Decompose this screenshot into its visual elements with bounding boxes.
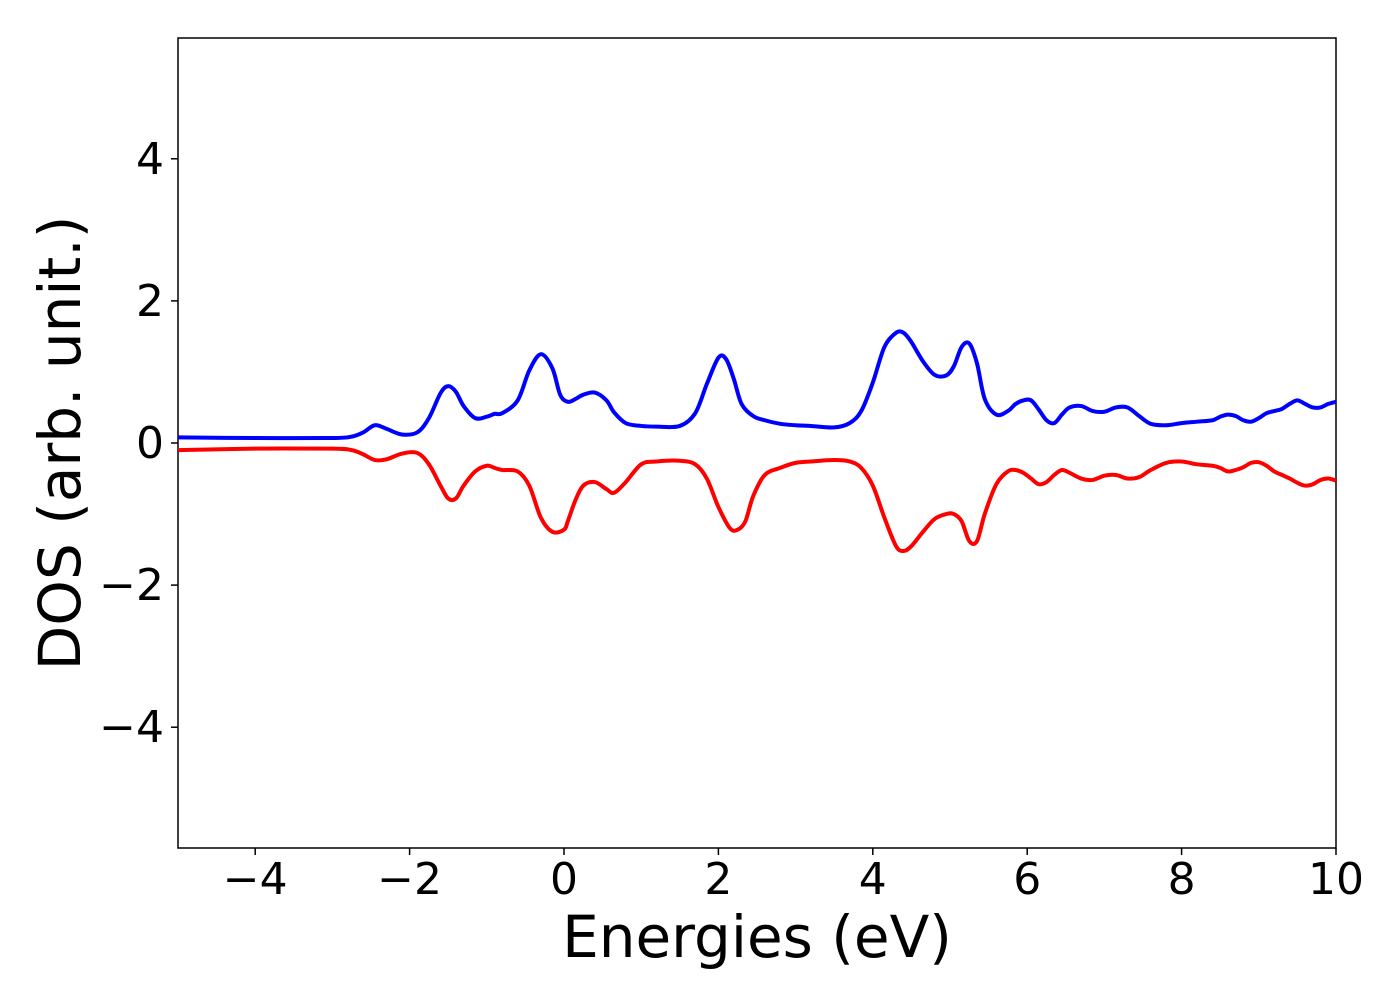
x-tick-label: 8	[1168, 854, 1196, 905]
x-tick-label: −4	[223, 854, 288, 905]
y-tick-label: −4	[99, 702, 164, 753]
y-axis: −4 −2 0 2 4	[99, 134, 178, 753]
y-tick-label: 4	[136, 134, 164, 185]
series-layer	[178, 329, 1336, 554]
x-tick-label: 4	[859, 854, 887, 905]
y-tick-label: 0	[136, 418, 164, 469]
x-tick-label: 2	[704, 854, 732, 905]
plot-area-frame	[177, 37, 1337, 849]
x-tick-label: −2	[377, 854, 442, 905]
y-tick-label: −2	[99, 560, 164, 611]
x-tick-label: 10	[1308, 854, 1364, 905]
x-tick-label: 0	[550, 854, 578, 905]
x-tick-label: 6	[1013, 854, 1041, 905]
x-axis: −4 −2 0 2 4 6 8 10	[223, 848, 1364, 905]
y-tick-label: 2	[136, 276, 164, 327]
x-axis-label: Energies (eV)	[562, 903, 952, 971]
dos-series-1-line	[178, 329, 1336, 441]
dos-series-2-line	[178, 446, 1336, 554]
y-axis-label: DOS (arb. unit.)	[26, 216, 94, 671]
